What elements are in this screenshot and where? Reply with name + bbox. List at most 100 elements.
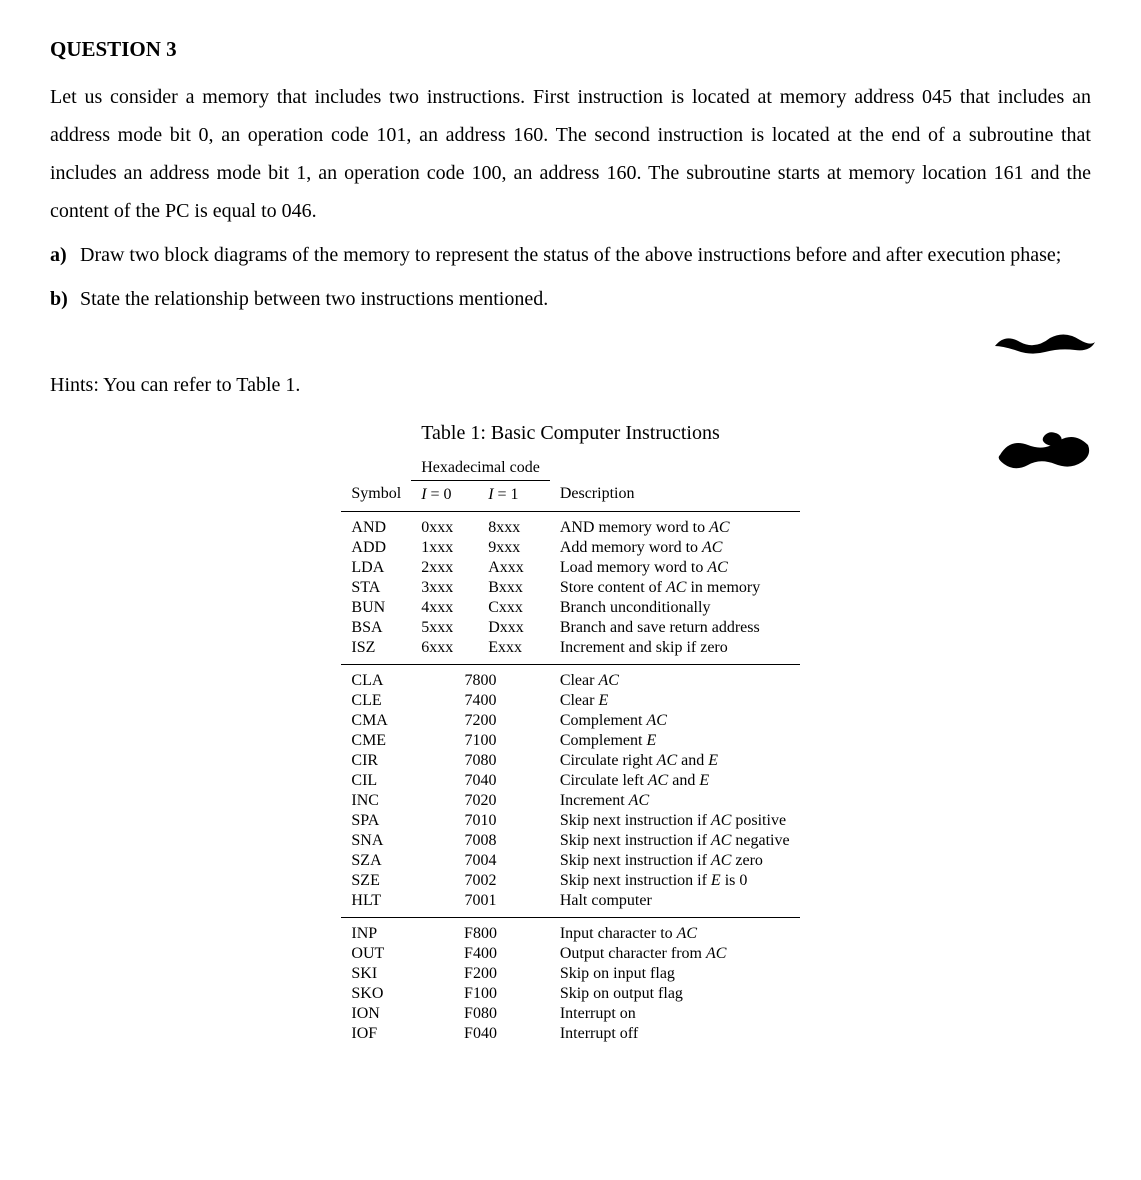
symbol-cell: OUT <box>341 944 411 964</box>
i0-cell: 3xxx <box>411 578 478 598</box>
symbol-cell: SNA <box>341 831 411 851</box>
desc-cell: Interrupt on <box>550 1004 800 1024</box>
desc-cell: Interrupt off <box>550 1024 800 1050</box>
desc-cell: Increment and skip if zero <box>550 638 800 665</box>
desc-cell: Skip next instruction if AC negative <box>550 831 800 851</box>
symbol-cell: BUN <box>341 598 411 618</box>
part-a-text: Draw two block diagrams of the memory to… <box>80 236 1091 274</box>
desc-cell: Skip on output flag <box>550 984 800 1004</box>
code-cell: 7001 <box>411 891 550 918</box>
code-cell: 7010 <box>411 811 550 831</box>
instructions-table: Hexadecimal code Symbol I = 0 I = 1 Desc… <box>341 458 799 1050</box>
i1-cell: Dxxx <box>478 618 550 638</box>
desc-cell: AND memory word to AC <box>550 511 800 538</box>
desc-cell: Skip on input flag <box>550 964 800 984</box>
desc-cell: Output character from AC <box>550 944 800 964</box>
i1-cell: Bxxx <box>478 578 550 598</box>
symbol-cell: SKO <box>341 984 411 1004</box>
code-cell: F080 <box>411 1004 550 1024</box>
col-desc: Description <box>550 480 800 511</box>
code-cell: F400 <box>411 944 550 964</box>
code-cell: 7020 <box>411 791 550 811</box>
desc-cell: Complement AC <box>550 711 800 731</box>
symbol-cell: LDA <box>341 558 411 578</box>
desc-cell: Increment AC <box>550 791 800 811</box>
symbol-cell: STA <box>341 578 411 598</box>
symbol-cell: IOF <box>341 1024 411 1050</box>
col-i1: I = 1 <box>478 480 550 511</box>
desc-cell: Branch unconditionally <box>550 598 800 618</box>
desc-cell: Skip next instruction if AC positive <box>550 811 800 831</box>
desc-cell: Circulate right AC and E <box>550 751 800 771</box>
code-cell: 7200 <box>411 711 550 731</box>
code-cell: 7008 <box>411 831 550 851</box>
symbol-cell: SPA <box>341 811 411 831</box>
desc-cell: Clear E <box>550 691 800 711</box>
i0-cell: 4xxx <box>411 598 478 618</box>
symbol-cell: BSA <box>341 618 411 638</box>
symbol-cell: SKI <box>341 964 411 984</box>
i0-cell: 5xxx <box>411 618 478 638</box>
symbol-cell: CLE <box>341 691 411 711</box>
desc-cell: Load memory word to AC <box>550 558 800 578</box>
i1-cell: 9xxx <box>478 538 550 558</box>
desc-cell: Clear AC <box>550 664 800 691</box>
code-cell: 7002 <box>411 871 550 891</box>
desc-cell: Skip next instruction if E is 0 <box>550 871 800 891</box>
symbol-cell: HLT <box>341 891 411 918</box>
part-a-marker: a) <box>50 236 80 274</box>
part-b-text: State the relationship between two instr… <box>80 280 1091 318</box>
question-part-b: b) State the relationship between two in… <box>50 280 1091 318</box>
i0-cell: 0xxx <box>411 511 478 538</box>
symbol-cell: CME <box>341 731 411 751</box>
i1-cell: Cxxx <box>478 598 550 618</box>
question-part-a: a) Draw two block diagrams of the memory… <box>50 236 1091 274</box>
table-title: Table 1: Basic Computer Instructions <box>50 414 1091 452</box>
redaction-scribble-2 <box>990 430 1095 475</box>
code-cell: 7400 <box>411 691 550 711</box>
i0-cell: 6xxx <box>411 638 478 665</box>
desc-cell: Add memory word to AC <box>550 538 800 558</box>
code-cell: F100 <box>411 984 550 1004</box>
code-cell: 7040 <box>411 771 550 791</box>
desc-cell: Complement E <box>550 731 800 751</box>
symbol-cell: SZA <box>341 851 411 871</box>
i1-cell: 8xxx <box>478 511 550 538</box>
desc-cell: Branch and save return address <box>550 618 800 638</box>
col-symbol: Symbol <box>341 480 411 511</box>
symbol-cell: ION <box>341 1004 411 1024</box>
i0-cell: 1xxx <box>411 538 478 558</box>
part-b-marker: b) <box>50 280 80 318</box>
desc-cell: Skip next instruction if AC zero <box>550 851 800 871</box>
col-i0: I = 0 <box>411 480 478 511</box>
symbol-cell: CMA <box>341 711 411 731</box>
code-cell: F200 <box>411 964 550 984</box>
symbol-cell: CIR <box>341 751 411 771</box>
redaction-scribble-1 <box>990 328 1100 356</box>
code-cell: F040 <box>411 1024 550 1050</box>
question-body: Let us consider a memory that includes t… <box>50 78 1091 230</box>
symbol-cell: AND <box>341 511 411 538</box>
symbol-cell: ISZ <box>341 638 411 665</box>
desc-cell: Input character to AC <box>550 917 800 944</box>
symbol-cell: INP <box>341 917 411 944</box>
code-cell: 7080 <box>411 751 550 771</box>
desc-cell: Store content of AC in memory <box>550 578 800 598</box>
code-cell: 7800 <box>411 664 550 691</box>
symbol-cell: CIL <box>341 771 411 791</box>
hints-text: Hints: You can refer to Table 1. <box>50 366 1091 404</box>
i1-cell: Axxx <box>478 558 550 578</box>
code-cell: 7004 <box>411 851 550 871</box>
code-cell: 7100 <box>411 731 550 751</box>
hex-header: Hexadecimal code <box>411 458 550 481</box>
desc-cell: Circulate left AC and E <box>550 771 800 791</box>
i1-cell: Exxx <box>478 638 550 665</box>
desc-cell: Halt computer <box>550 891 800 918</box>
i0-cell: 2xxx <box>411 558 478 578</box>
symbol-cell: INC <box>341 791 411 811</box>
symbol-cell: CLA <box>341 664 411 691</box>
symbol-cell: SZE <box>341 871 411 891</box>
question-title: QUESTION 3 <box>50 30 1091 70</box>
code-cell: F800 <box>411 917 550 944</box>
symbol-cell: ADD <box>341 538 411 558</box>
